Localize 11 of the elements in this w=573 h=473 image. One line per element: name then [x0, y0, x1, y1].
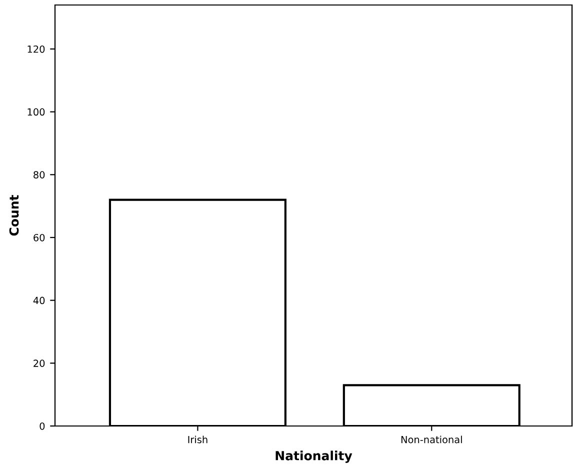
- y-tick-label: 100: [28, 108, 45, 116]
- x-tick-label: Non-national: [401, 436, 462, 444]
- x-axis-title: Nationality: [276, 450, 352, 463]
- y-axis-title: Count: [9, 195, 19, 236]
- x-tick-label: Irish: [188, 436, 208, 444]
- y-tick-label: 0: [40, 422, 45, 430]
- y-tick-label: 120: [28, 45, 45, 53]
- y-tick-label: 60: [34, 234, 45, 242]
- y-tick-label: 40: [33, 296, 45, 304]
- y-tick-label: 20: [34, 360, 45, 367]
- y-tick-label: 80: [34, 171, 45, 178]
